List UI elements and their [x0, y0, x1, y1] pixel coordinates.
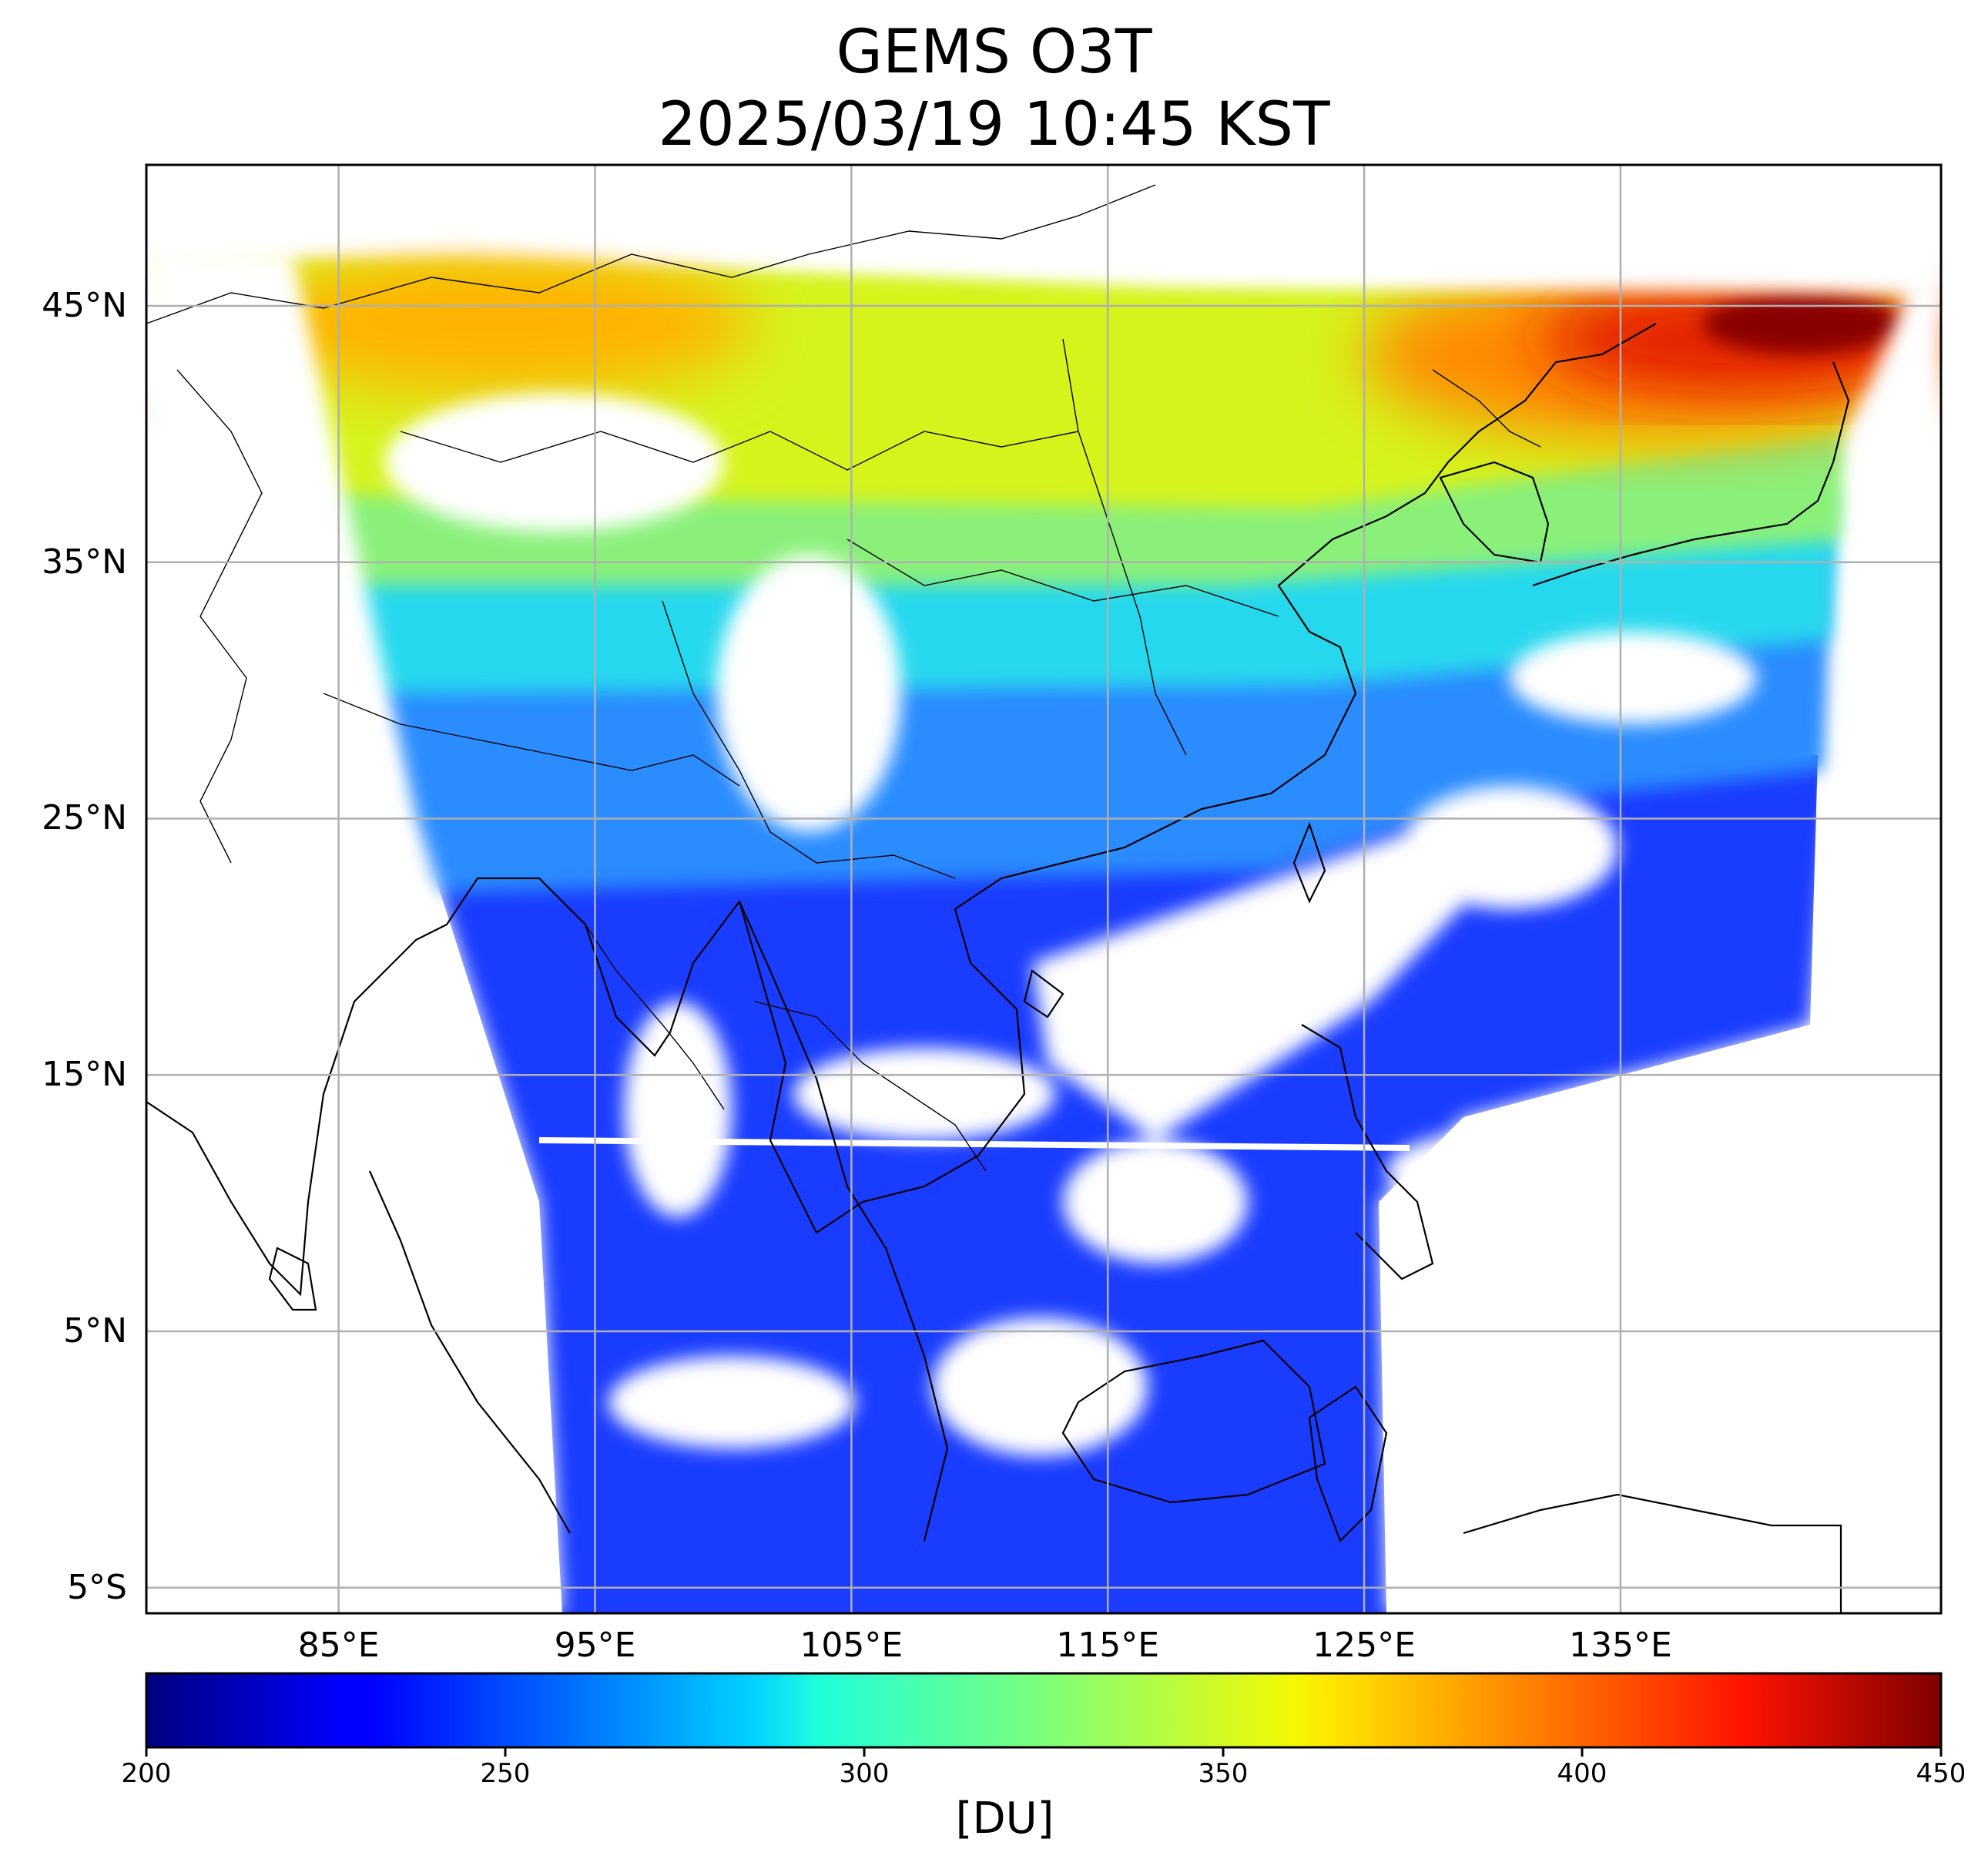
plot-frame — [145, 163, 1943, 1615]
colorbar-tick-label: 350 — [1198, 1758, 1249, 1789]
colorbar-tick-label: 200 — [121, 1758, 172, 1789]
lon-tick-85e: 85°E — [297, 1626, 380, 1665]
colorbar-tick-label: 400 — [1557, 1758, 1607, 1789]
colorbar-tick-marks — [145, 1747, 1943, 1757]
lat-tick-45n: 45°N — [42, 286, 127, 325]
scan-gap-line — [538, 1137, 1410, 1151]
lat-tick-25n: 25°N — [42, 798, 127, 838]
colorbar-unit-label: [DU] — [955, 1794, 1054, 1844]
lat-tick-5s: 5°S — [67, 1567, 127, 1607]
colorbar-tick-label: 250 — [480, 1758, 531, 1789]
map-title: GEMS O3T — [836, 18, 1152, 87]
lon-tick-105e: 105°E — [800, 1626, 903, 1665]
ozone-hotspot-max — [1702, 293, 1903, 354]
lon-tick-125e: 125°E — [1312, 1626, 1416, 1665]
lat-tick-15n: 15°N — [42, 1055, 127, 1095]
lon-tick-135e: 135°E — [1569, 1626, 1672, 1665]
colorbar — [145, 1672, 1943, 1749]
colorbar-tick-label: 450 — [1916, 1758, 1966, 1789]
ozone-hotspot-west — [246, 254, 755, 393]
lon-tick-115e: 115°E — [1056, 1626, 1160, 1665]
missing-data-mask — [146, 165, 1941, 1613]
lon-tick-95e: 95°E — [554, 1626, 636, 1665]
ozone-field — [146, 165, 1941, 1613]
map-timestamp: 2025/03/19 10:45 KST — [658, 90, 1330, 159]
lat-tick-35n: 35°N — [42, 542, 127, 582]
lat-tick-5n: 5°N — [63, 1311, 127, 1351]
graticule — [146, 165, 1941, 1613]
colorbar-tick-label: 300 — [839, 1758, 890, 1789]
